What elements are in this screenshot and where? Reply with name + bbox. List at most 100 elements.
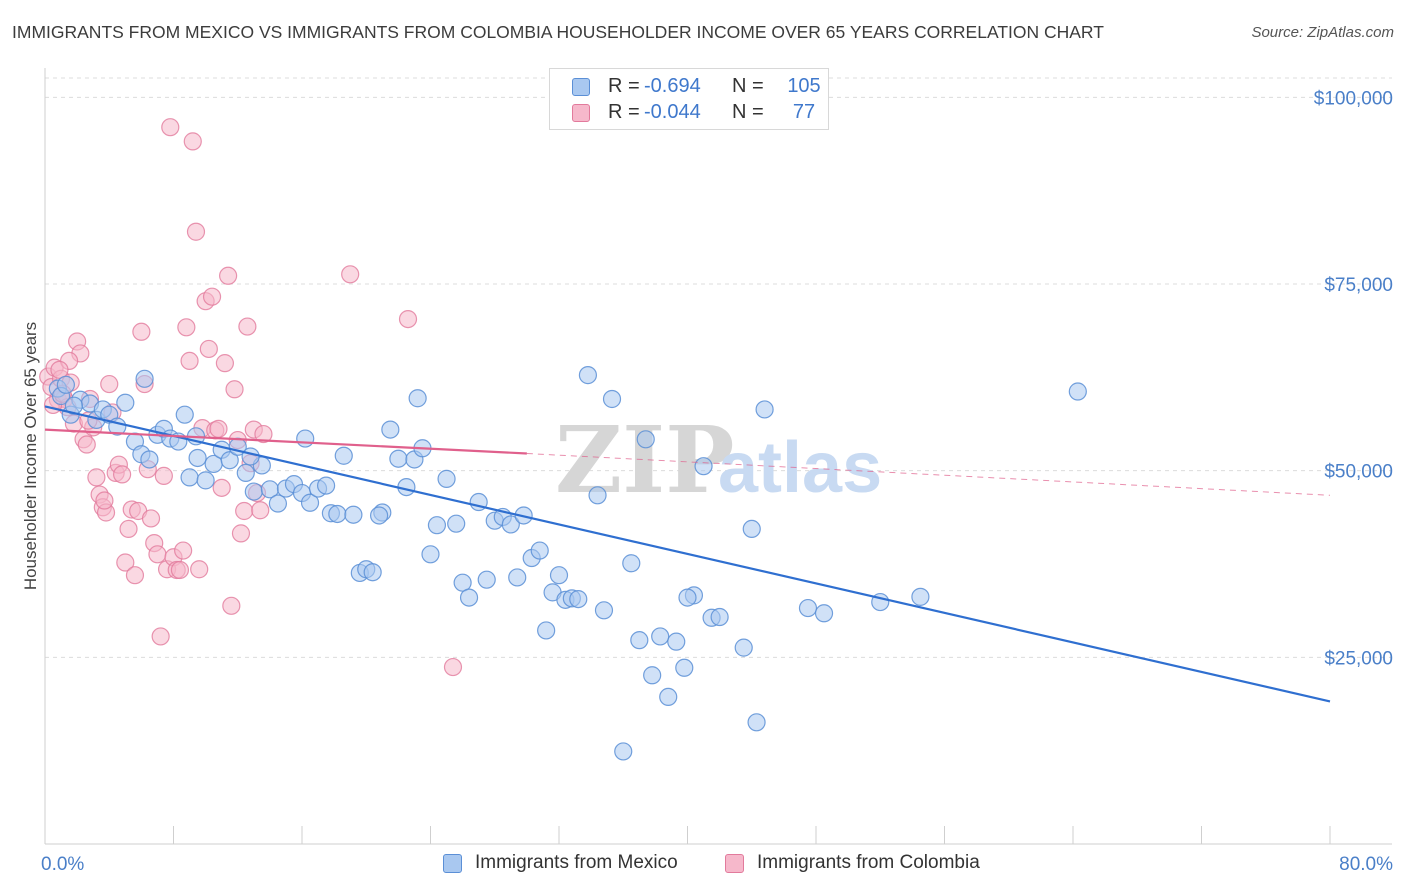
mexico-swatch [572, 78, 590, 96]
mexico-point [675, 658, 694, 677]
mexico-point [116, 393, 135, 412]
colombia-point [100, 374, 119, 394]
colombia-point [161, 118, 180, 137]
mexico-point [643, 666, 662, 685]
colombia-point [225, 380, 244, 399]
mexico-point [594, 601, 614, 620]
mexico-point [667, 632, 686, 651]
colombia-point [154, 466, 173, 485]
grid-lines [45, 77, 1392, 658]
mexico-point [447, 514, 466, 533]
mexico-point [381, 420, 400, 439]
colombia-point [222, 596, 241, 615]
mexico-point [135, 369, 154, 388]
mexico-point [659, 687, 678, 707]
mexico-point [1068, 382, 1087, 401]
mexico-point [421, 545, 440, 564]
r-value: -0.694 [644, 75, 701, 97]
colombia-point [132, 322, 151, 341]
legend-label-colombia: Immigrants from Colombia [757, 852, 980, 873]
r-label: R = [608, 75, 640, 97]
watermark-atlas: atlas [718, 428, 882, 508]
colombia-point [341, 265, 360, 284]
mexico-point [651, 627, 670, 646]
mexico-point [389, 449, 408, 468]
colombia-trend-line [44, 428, 527, 455]
mexico-point [408, 389, 427, 408]
colombia-point [219, 266, 238, 285]
mexico-point [268, 494, 288, 513]
mexico-point [549, 566, 569, 585]
y-axis-label: Householder Income Over 65 years [21, 322, 40, 590]
mexico-point [241, 447, 260, 466]
colombia-point [235, 501, 254, 521]
mexico-point [140, 450, 159, 469]
colombia-point [254, 424, 273, 444]
mexico-point [742, 519, 761, 539]
mexico-point [814, 604, 834, 623]
colombia-point [112, 465, 132, 484]
trend-lines [44, 405, 1331, 703]
colombia-point [231, 524, 251, 543]
legend-label-mexico: Immigrants from Mexico [475, 852, 678, 873]
colombia-point [202, 287, 222, 306]
stats-legend: R = -0.694 N = 105 R = -0.044 N = 77 [549, 68, 829, 130]
r-label: R = [608, 101, 640, 123]
mexico-point [188, 448, 207, 468]
r-value: -0.044 [644, 101, 701, 123]
mexico-point [578, 365, 598, 385]
mexico-point [244, 482, 263, 501]
colombia-point [141, 509, 161, 528]
chart-title: IMMIGRANTS FROM MEXICO VS IMMIGRANTS FRO… [12, 22, 1104, 42]
colombia-point [215, 354, 234, 373]
colombia-point [87, 468, 106, 487]
mexico-point [370, 506, 389, 525]
mexico-legend-swatch [443, 854, 462, 873]
mexico-point [622, 554, 641, 573]
colombia-legend-swatch [725, 854, 744, 873]
colombia-point [251, 501, 270, 520]
mexico-point [363, 563, 382, 582]
colombia-point [77, 435, 96, 454]
y-tick-label: $100,000 [1314, 88, 1393, 109]
colombia-point [183, 132, 202, 151]
n-value: 105 [787, 75, 821, 97]
x-tick-end: 80.0% [1339, 854, 1393, 875]
mexico-point [56, 375, 75, 394]
mexico-point [911, 587, 930, 606]
colombia-point [199, 339, 218, 359]
colombia-point [151, 627, 170, 646]
mexico-point [296, 429, 315, 448]
mexico-point [530, 541, 549, 560]
colombia-point [125, 566, 145, 585]
colombia-point [119, 519, 138, 539]
mexico-point [630, 631, 649, 650]
mexico-point [710, 607, 729, 627]
source-label: Source: ZipAtlas.com [1251, 24, 1394, 41]
y-tick-label: $25,000 [1324, 648, 1393, 669]
n-label: N = [732, 75, 764, 97]
mexico-point [614, 742, 633, 761]
mexico-point [459, 588, 479, 607]
y-tick-labels: $25,000 $50,000 $75,000 $100,000 [1314, 88, 1393, 669]
mexico-point [328, 504, 347, 524]
mexico-point [220, 451, 239, 470]
mexico-trend-line [44, 405, 1331, 703]
colombia-point [148, 545, 167, 564]
series-mexico [48, 365, 1087, 761]
mexico-point [694, 457, 713, 476]
x-tick-start: 0.0% [41, 854, 84, 875]
mexico-point [747, 713, 766, 732]
mexico-point [602, 389, 622, 409]
mexico-point [588, 486, 607, 505]
mexico-point [636, 430, 655, 449]
colombia-point [190, 560, 209, 579]
colombia-point [186, 222, 206, 241]
mexico-point [344, 505, 363, 524]
colombia-point [443, 657, 463, 677]
mexico-point [334, 446, 353, 465]
colombia-point [177, 318, 196, 337]
mexico-point [196, 471, 215, 490]
mexico-point [180, 468, 199, 487]
